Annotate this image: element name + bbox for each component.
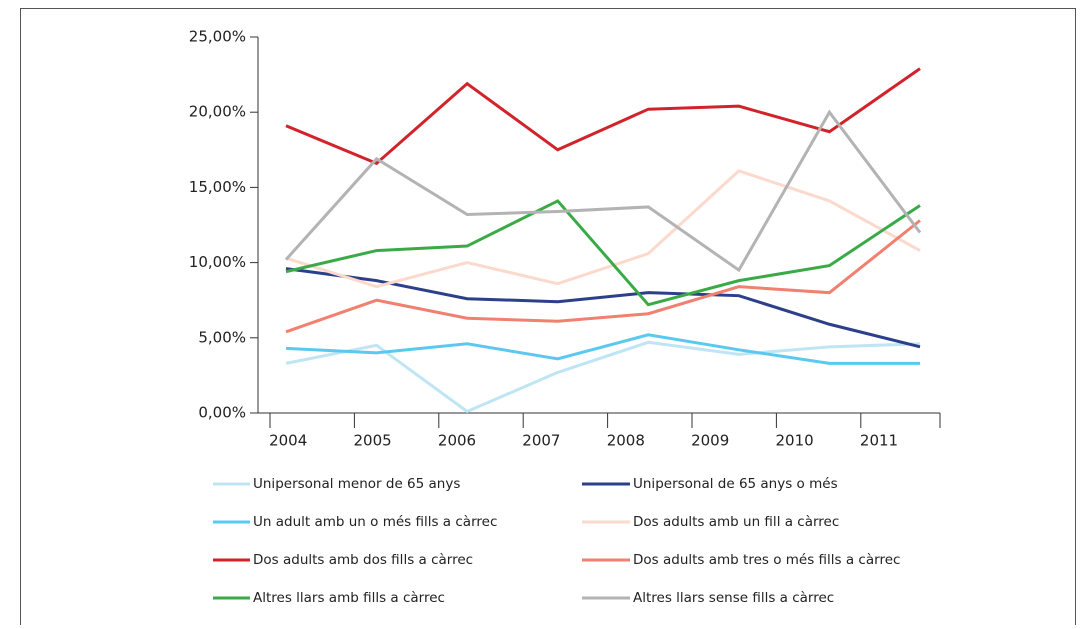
y-tick-label: 15,00%	[189, 178, 246, 196]
x-tick-label: 2004	[269, 432, 307, 450]
legend-label: Dos adults amb tres o més fills a càrrec	[633, 552, 900, 568]
series-line	[285, 219, 921, 334]
y-tick-label: 25,00%	[189, 28, 246, 46]
y-tick-label: 5,00%	[198, 328, 246, 346]
legend-label: Altres llars amb fills a càrrec	[253, 590, 445, 606]
series-line	[285, 333, 920, 365]
legend-label: Unipersonal de 65 anys o més	[633, 476, 838, 492]
y-tick-label: 20,00%	[189, 103, 246, 121]
x-tick-label: 2009	[691, 432, 729, 450]
x-tick-label: 2006	[438, 432, 476, 450]
series-line	[285, 199, 921, 307]
frame	[20, 8, 1076, 629]
legend-label: Unipersonal menor de 65 anys	[253, 476, 460, 492]
legend-label: Dos adults amb un fill a càrrec	[633, 514, 839, 530]
series-line	[285, 169, 921, 289]
series-line	[285, 340, 921, 414]
legend-label: Dos adults amb dos fills a càrrec	[253, 552, 473, 568]
x-tick-label: 2008	[607, 432, 645, 450]
series-line	[284, 109, 922, 273]
legend-label: Un adult amb un o més fills a càrrec	[253, 514, 497, 530]
x-tick-label: 2010	[776, 432, 814, 450]
series-line	[285, 67, 921, 166]
x-tick-label: 2007	[522, 432, 560, 450]
y-tick-label: 0,00%	[198, 404, 246, 422]
y-tick-label: 10,00%	[189, 253, 246, 271]
x-tick-label: 2011	[860, 432, 898, 450]
x-tick-label: 2005	[354, 432, 392, 450]
series-line	[285, 267, 921, 349]
legend-label: Altres llars sense fills a càrrec	[633, 590, 834, 606]
